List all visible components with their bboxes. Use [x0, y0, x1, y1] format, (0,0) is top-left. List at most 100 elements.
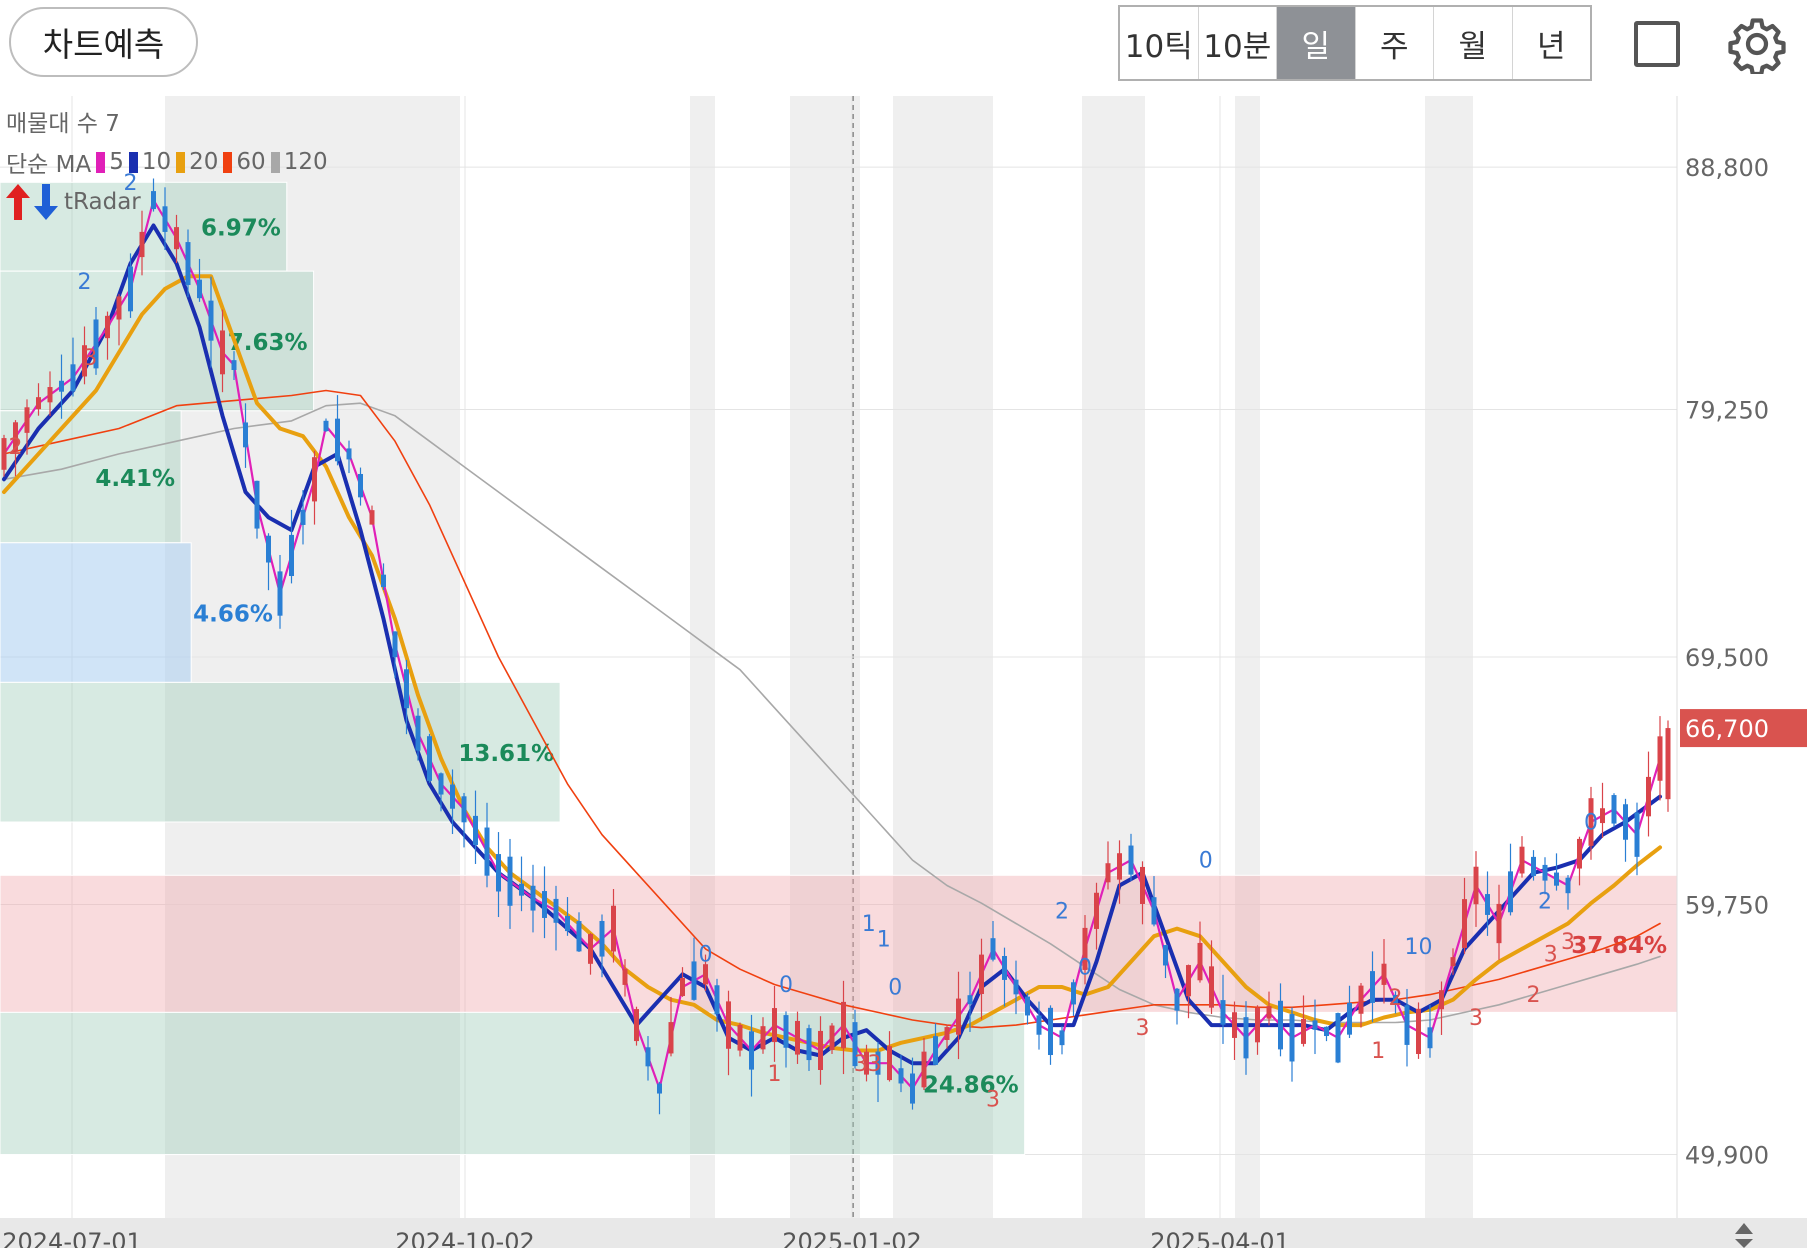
candle-body	[1278, 1000, 1283, 1050]
candle-body	[496, 854, 501, 892]
square-icon[interactable]	[1634, 21, 1680, 67]
signal-label: 1	[877, 927, 891, 952]
candle-body	[1002, 955, 1007, 980]
candle-body	[47, 387, 53, 403]
signal-label: 2	[1527, 983, 1541, 1008]
candle-body	[427, 736, 432, 781]
price-chart[interactable]: 6.97% 7.63% 4.41% 4.66% 13.61% 37.84% 24.86% 2…	[0, 96, 1807, 1248]
candle-body	[1, 438, 7, 470]
signal-label: 0	[1078, 955, 1092, 980]
volume-profile-bar	[0, 542, 192, 683]
candle-body	[185, 242, 191, 286]
candle-body	[1036, 1015, 1042, 1035]
candle-body	[1519, 846, 1525, 874]
chart-predict-button[interactable]: 차트예측	[9, 7, 198, 77]
gear-icon[interactable]	[1727, 14, 1787, 74]
candle-body	[622, 968, 628, 985]
signal-label: 2	[9, 435, 23, 460]
candle-body	[1496, 903, 1502, 944]
signal-label: 2	[124, 171, 138, 196]
period-tab-year[interactable]: 년	[1536, 28, 1566, 65]
candle-body	[1140, 866, 1145, 904]
signal-label: 10	[1405, 935, 1433, 960]
candle-body	[910, 1073, 915, 1104]
signal-label: 3	[1544, 943, 1558, 968]
candle-body	[1588, 798, 1594, 846]
candle-body	[404, 669, 409, 709]
period-tab-10min[interactable]: 10분	[1199, 7, 1277, 79]
candle-body	[1611, 795, 1617, 824]
candle-body	[680, 978, 685, 996]
period-tab-week[interactable]: 주	[1356, 7, 1434, 79]
signal-label: 0	[699, 943, 713, 968]
candle-body	[1071, 982, 1076, 1005]
x-axis-band	[0, 1218, 1807, 1248]
candle-body	[841, 1001, 846, 1049]
candle-body	[323, 420, 329, 432]
candle-body	[714, 985, 720, 1015]
y-tick-label: 88,800	[1685, 154, 1769, 182]
candle-body	[1266, 1006, 1272, 1019]
signal-label: 0	[888, 976, 902, 1001]
volume-profile-bar	[0, 681, 561, 823]
candle-body	[1186, 965, 1191, 997]
candle-body	[1232, 1012, 1237, 1038]
candle-body	[542, 891, 547, 918]
candle-body	[36, 397, 41, 410]
candle-body	[519, 883, 524, 896]
candle-body	[128, 266, 133, 312]
period-tab-day[interactable]: 일	[1277, 7, 1356, 79]
candle-body	[197, 279, 202, 299]
candle-body	[174, 227, 179, 250]
signal-label: 2	[1055, 899, 1069, 924]
candle-body	[1404, 1005, 1410, 1045]
candle-body	[1220, 1000, 1226, 1025]
tradar-legend[interactable]: tRadar	[6, 184, 141, 220]
arrow-down-icon	[34, 184, 58, 220]
candle-body	[1048, 1007, 1053, 1056]
candle-body	[1370, 971, 1375, 1003]
ma10-swatch	[128, 151, 138, 173]
candle-body	[749, 1031, 754, 1070]
candle-body	[93, 319, 99, 369]
signal-label: 3	[1561, 930, 1575, 955]
candle-body	[967, 995, 973, 1005]
candle-body	[59, 380, 64, 392]
candle-body	[1347, 1002, 1352, 1035]
signal-label: 3	[83, 346, 97, 371]
candle-body	[1059, 1030, 1065, 1046]
candle-body	[1151, 897, 1157, 925]
signal-label: 3	[986, 1087, 1000, 1112]
candle-body	[737, 1024, 743, 1051]
candle-body	[82, 345, 87, 377]
candle-body	[1358, 985, 1364, 1014]
toolbar: 차트예측 10틱 10분 일 주 월 년	[0, 0, 1807, 96]
candle-body	[1416, 1008, 1421, 1055]
candle-body	[13, 422, 18, 452]
ma5-swatch	[96, 151, 106, 173]
volume-profile-pct: 4.41%	[95, 466, 175, 492]
signal-label: 0	[779, 973, 793, 998]
candle-body	[461, 796, 467, 823]
volume-profile-label: 매물대 수 7	[6, 111, 120, 137]
candle-body	[1013, 979, 1019, 995]
candle-body	[645, 1047, 651, 1067]
candle-body	[1427, 1027, 1433, 1049]
candle-body	[599, 920, 605, 957]
period-tab-month[interactable]: 월	[1434, 7, 1513, 79]
chart-area[interactable]: 6.97% 7.63% 4.41% 4.66% 13.61% 37.84% 24.86% 2…	[0, 96, 1807, 1248]
candle-body	[1128, 845, 1134, 875]
candle-body	[1197, 942, 1203, 981]
volume-profile-bar	[0, 874, 1678, 1013]
candle-body	[1634, 812, 1640, 857]
candle-body	[795, 1020, 800, 1055]
volume-profile-pct: 13.61%	[458, 741, 554, 767]
candle-body	[1324, 1026, 1329, 1037]
candle-body	[806, 1028, 812, 1061]
candle-body	[277, 571, 283, 616]
ma60-line	[3, 389, 1661, 1029]
period-tab-10tick[interactable]: 10틱	[1120, 7, 1199, 79]
tradar-label: tRadar	[64, 189, 141, 215]
candle-body	[1450, 957, 1456, 967]
candle-body	[852, 1022, 858, 1067]
